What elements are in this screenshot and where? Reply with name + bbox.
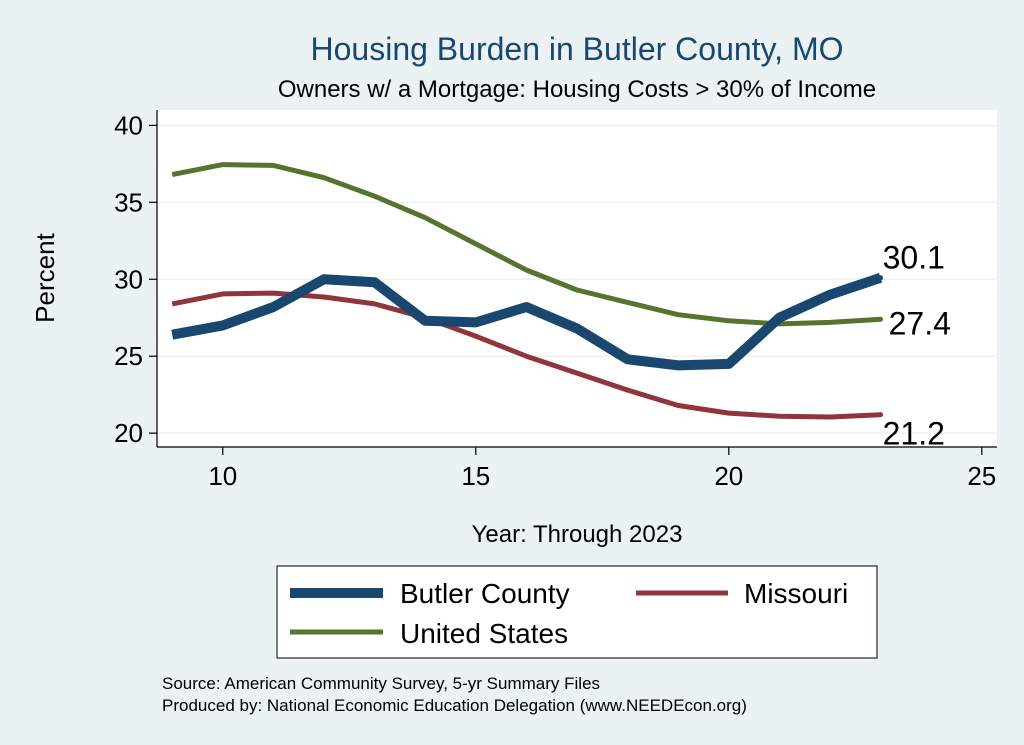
end-marker-united-states — [878, 316, 884, 322]
x-tick-label-15: 15 — [461, 461, 490, 491]
y-axis-label: Percent — [30, 232, 60, 322]
y-tick-label-40: 40 — [114, 110, 143, 140]
series-line-butler-county — [171, 272, 883, 371]
series-line-united-states — [171, 162, 881, 327]
axes: 20 25 30 35 40 10 15 20 25 — [114, 110, 997, 491]
chart-title: Housing Burden in Butler County, MO — [311, 31, 844, 67]
x-axis-label: Year: Through 2023 — [472, 521, 683, 548]
y-tick-label-30: 30 — [114, 264, 143, 294]
legend-box — [276, 565, 878, 659]
end-marker-missouri — [878, 412, 884, 418]
legend: Butler County Missouri United States — [276, 565, 878, 659]
y-tick-label-35: 35 — [114, 187, 143, 217]
x-tick-label-25: 25 — [967, 461, 996, 491]
end-marker-butler-county — [878, 275, 884, 281]
series-lines — [171, 162, 884, 420]
x-tick-label-10: 10 — [208, 461, 237, 491]
end-label-butler-county: 30.1 — [883, 240, 945, 276]
plot-area — [157, 110, 997, 447]
y-tick-label-20: 20 — [114, 418, 143, 448]
legend-label-missouri: Missouri — [744, 578, 848, 609]
legend-label-united-states: United States — [400, 618, 568, 649]
x-tick-label-20: 20 — [714, 461, 743, 491]
end-label-missouri: 21.2 — [883, 416, 945, 452]
chart-subtitle: Owners w/ a Mortgage: Housing Costs > 30… — [278, 76, 876, 103]
grid-lines — [157, 124, 997, 434]
y-tick-label-25: 25 — [114, 341, 143, 371]
end-labels: 30.1 21.2 27.4 — [883, 240, 951, 452]
end-label-united-states: 27.4 — [889, 305, 951, 341]
produced-by-note: Produced by: National Economic Education… — [162, 696, 747, 715]
legend-label-butler-county: Butler County — [400, 578, 570, 609]
source-note: Source: American Community Survey, 5-yr … — [162, 674, 600, 693]
